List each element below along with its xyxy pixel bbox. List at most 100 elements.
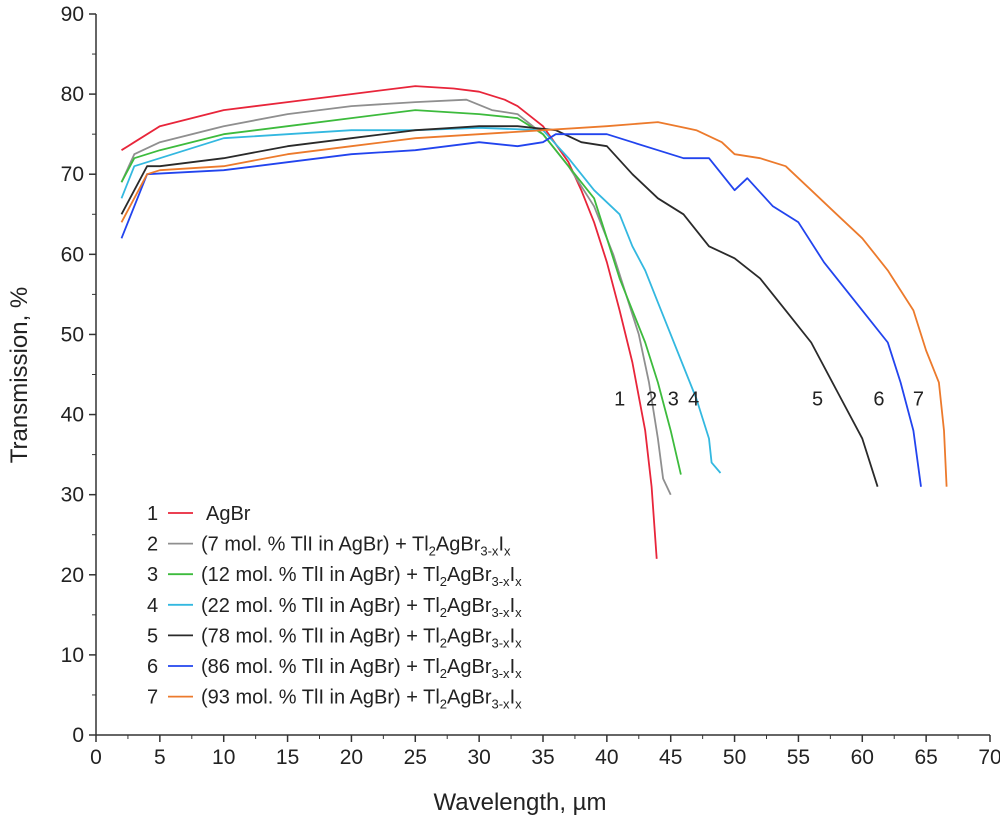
x-tick-label: 50	[723, 746, 746, 769]
x-tick-label: 15	[276, 746, 299, 769]
legend-label-mid: AgBr	[447, 595, 492, 617]
legend-label-sub1: 2	[440, 697, 447, 712]
legend-label-text: (86 mol. % TlI in AgBr) + Tl	[201, 656, 440, 678]
x-tick-label: 45	[659, 746, 682, 769]
legend-label-sub1: 2	[440, 666, 447, 681]
legend-item-5: 5 (78 mol. % TlI in AgBr) + Tl2AgBr3-xIx	[147, 625, 522, 650]
x-tick-label: 0	[90, 746, 102, 769]
legend-number: 3	[147, 564, 158, 586]
curve-label-2: 2	[646, 389, 657, 411]
legend-label: AgBr	[206, 503, 251, 525]
legend-number: 7	[147, 687, 158, 709]
curve-label-7: 7	[913, 389, 924, 411]
legend-item-1: 1 AgBr	[147, 503, 251, 525]
legend-label-i: I	[510, 625, 516, 647]
y-tick-label: 30	[61, 484, 84, 507]
y-tick-label: 80	[61, 83, 84, 106]
x-tick-label: 5	[154, 746, 166, 769]
legend-label-mid: AgBr	[447, 625, 492, 647]
legend-label: (12 mol. % TlI in AgBr) + Tl2AgBr3-xIx	[201, 564, 522, 589]
legend-label-sub3: x	[504, 544, 511, 559]
curve-label-6: 6	[873, 389, 884, 411]
legend-item-3: 3 (12 mol. % TlI in AgBr) + Tl2AgBr3-xIx	[147, 564, 522, 589]
legend-label: (93 mol. % TlI in AgBr) + Tl2AgBr3-xIx	[201, 687, 522, 712]
series-line-4	[120, 126, 722, 474]
y-tick-label: 40	[61, 404, 84, 427]
legend-label-sub2: 3-x	[492, 574, 511, 589]
series-line-1	[121, 85, 658, 559]
legend-label-sub3: x	[515, 666, 522, 681]
legend-number: 4	[147, 595, 158, 617]
legend-label-mid: AgBr	[447, 564, 492, 586]
legend-number: 1	[147, 503, 158, 525]
y-tick-label: 50	[61, 323, 84, 346]
legend-label-mid: AgBr	[436, 534, 481, 556]
legend-label-text: (78 mol. % TlI in AgBr) + Tl	[201, 625, 440, 647]
legend-label-sub1: 2	[440, 635, 447, 650]
legend-label-i: I	[498, 534, 504, 556]
curve-label-5: 5	[812, 389, 823, 411]
legend-label-sub2: 3-x	[492, 605, 511, 620]
legend-label-mid: AgBr	[447, 687, 492, 709]
legend-label-i: I	[510, 656, 516, 678]
legend-label-sub1: 2	[440, 574, 447, 589]
legend-label-text: (7 mol. % TlI in AgBr) + Tl	[201, 534, 429, 556]
legend-item-2: 2 (7 mol. % TlI in AgBr) + Tl2AgBr3-xIx	[147, 534, 511, 559]
legend-label: (22 mol. % TlI in AgBr) + Tl2AgBr3-xIx	[201, 595, 522, 620]
legend-label-i: I	[510, 595, 516, 617]
x-tick-label: 40	[595, 746, 618, 769]
x-tick-label: 70	[978, 746, 1000, 769]
y-tick-label: 60	[61, 243, 84, 266]
legend-label-text: (12 mol. % TlI in AgBr) + Tl	[201, 564, 440, 586]
legend-label-i: I	[510, 687, 516, 709]
x-tick-label: 35	[531, 746, 554, 769]
curve-label-1: 1	[614, 389, 625, 411]
legend-label-i: I	[510, 564, 516, 586]
curve-label-4: 4	[688, 389, 699, 411]
axes: 0 5 10 15 20 25 30 35 40 45 50 55 60 65 70010203040506…	[61, 3, 1000, 769]
y-tick-label: 0	[72, 724, 84, 747]
legend-number: 2	[147, 534, 158, 556]
legend-label-sub1: 2	[429, 544, 436, 559]
legend-label-sub2: 3-x	[492, 666, 511, 681]
series-line-5	[120, 125, 879, 487]
legend-label-sub3: x	[515, 635, 522, 650]
legend-item-6: 6 (86 mol. % TlI in AgBr) + Tl2AgBr3-xIx	[147, 656, 522, 681]
x-tick-label: 25	[404, 746, 427, 769]
legend-label-mid: AgBr	[447, 656, 492, 678]
y-axis-label: Transmission, %	[6, 287, 33, 463]
legend-label-text: AgBr	[206, 503, 251, 525]
legend-label-sub2: 3-x	[492, 635, 511, 650]
x-tick-label: 60	[851, 746, 874, 769]
y-tick-label: 10	[61, 644, 84, 667]
legend-label: (86 mol. % TlI in AgBr) + Tl2AgBr3-xIx	[201, 656, 522, 681]
legend-number: 5	[147, 625, 158, 647]
legend-label-sub1: 2	[440, 605, 447, 620]
legend-number: 6	[147, 656, 158, 678]
x-tick-label: 10	[212, 746, 235, 769]
legend-label-sub3: x	[515, 697, 522, 712]
series-lines	[120, 85, 948, 559]
legend-label-text: (93 mol. % TlI in AgBr) + Tl	[201, 687, 440, 709]
legend-label: (7 mol. % TlI in AgBr) + Tl2AgBr3-xIx	[201, 534, 511, 559]
series-line-2	[120, 98, 672, 496]
x-tick-label: 30	[467, 746, 490, 769]
curve-label-3: 3	[668, 389, 679, 411]
legend-label-sub3: x	[515, 574, 522, 589]
legend-label-text: (22 mol. % TlI in AgBr) + Tl	[201, 595, 440, 617]
x-axis-label: Wavelength, µm	[433, 789, 606, 816]
legend-label-sub2: 3-x	[492, 697, 511, 712]
x-tick-label: 65	[914, 746, 937, 769]
y-tick-label: 90	[61, 3, 84, 26]
series-line-3	[120, 109, 682, 475]
y-tick-label: 70	[61, 163, 84, 186]
x-tick-label: 55	[787, 746, 810, 769]
legend-label-sub3: x	[515, 605, 522, 620]
legend-item-7: 7 (93 mol. % TlI in AgBr) + Tl2AgBr3-xIx	[147, 687, 522, 712]
legend-label-sub2: 3-x	[480, 544, 499, 559]
series-line-7	[120, 121, 948, 487]
y-tick-label: 20	[61, 564, 84, 587]
